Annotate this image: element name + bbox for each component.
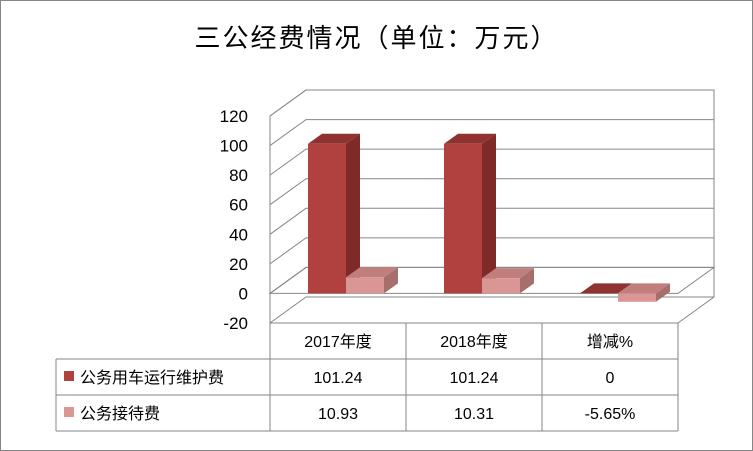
y-axis: 120 100 80 60 40 20 0 -20 — [220, 107, 248, 333]
data-label: 101.24 — [314, 370, 363, 387]
y-tick-label: 80 — [229, 166, 248, 185]
gridline — [269, 148, 714, 176]
gridline — [269, 237, 714, 265]
bar — [346, 277, 384, 294]
gridlines — [268, 89, 716, 324]
bar-side — [384, 267, 398, 294]
bar-top — [346, 267, 398, 278]
bar-side — [520, 268, 534, 294]
bar-side — [482, 133, 496, 294]
y-tick-label: 120 — [220, 107, 248, 126]
bar — [444, 143, 482, 294]
y-tick-label: 60 — [229, 196, 248, 215]
bar-top — [618, 283, 670, 294]
y-tick-label: 20 — [229, 255, 248, 274]
bar-top — [444, 133, 496, 144]
bar-side — [346, 133, 360, 294]
legend-key — [64, 407, 74, 417]
bar — [618, 293, 656, 302]
bar-top — [580, 283, 632, 294]
data-label: 10.31 — [454, 406, 494, 423]
category-label: 2017年度 — [304, 333, 372, 351]
legend-key — [64, 371, 74, 381]
data-label: 10.93 — [318, 406, 358, 423]
data-label: 0 — [606, 370, 615, 387]
series-name: 公务接待费 — [80, 404, 160, 423]
category-label: 增减% — [587, 333, 633, 351]
y-tick-label: 100 — [220, 137, 248, 156]
data-label: -5.65% — [585, 406, 636, 423]
series-name: 公务用车运行维护费 — [80, 368, 224, 387]
bar-top — [482, 268, 534, 279]
zero-floor — [268, 266, 716, 294]
data-table: 2017年度 2018年度 增减% 公务用车运行维护费 101.24 101.24 0 公务接… — [55, 322, 679, 432]
gridline — [269, 89, 714, 117]
bar — [308, 143, 346, 294]
bars — [308, 133, 670, 302]
gridline — [269, 178, 714, 206]
bar-top — [308, 133, 360, 144]
y-tick-label: 0 — [239, 284, 248, 303]
bar-side — [656, 283, 670, 302]
category-label: 2018年度 — [440, 333, 508, 351]
data-label: 101.24 — [450, 370, 499, 387]
bar — [482, 278, 520, 294]
gridline — [269, 207, 714, 235]
chart-title: 三公经费情况（单位：万元） — [194, 24, 559, 54]
y-tick-label: 40 — [229, 225, 248, 244]
y-tick-label: -20 — [223, 314, 248, 333]
gridline — [269, 296, 714, 324]
gridline — [269, 119, 714, 146]
